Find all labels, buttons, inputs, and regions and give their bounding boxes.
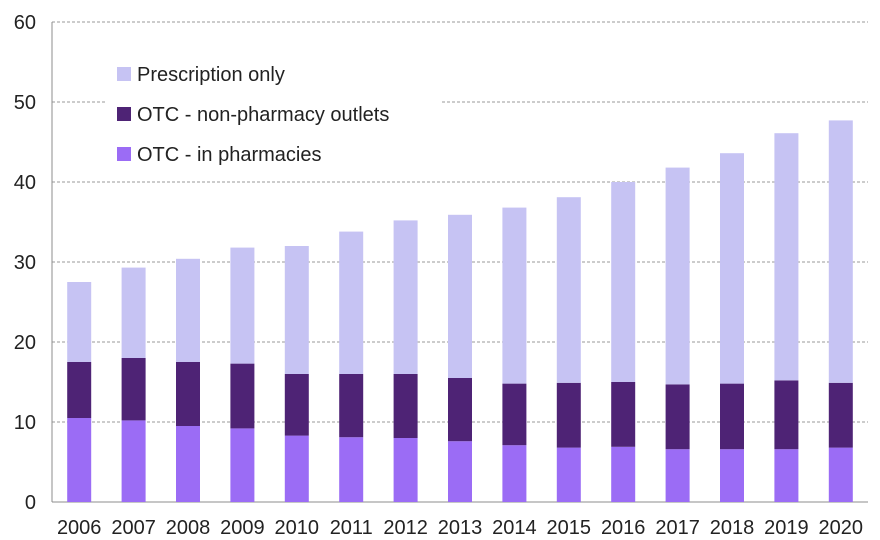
bar-2014-series-2 <box>502 207 527 384</box>
bar-2019-series-2 <box>774 133 799 381</box>
y-tick-label: 60 <box>14 12 36 34</box>
legend-swatch <box>117 67 131 81</box>
bar-2020-series-1 <box>828 382 853 448</box>
bar-2020-series-2 <box>828 120 853 383</box>
bar-2013-series-0 <box>448 441 472 502</box>
bar-2017-series-1 <box>665 384 690 450</box>
bar-2006-series-1 <box>67 362 92 418</box>
bar-2009-series-0 <box>230 428 255 502</box>
y-tick-label: 30 <box>14 252 36 274</box>
legend-label: OTC - in pharmacies <box>137 144 322 166</box>
x-tick-label: 2015 <box>547 517 592 539</box>
bar-2012-series-1 <box>393 374 418 438</box>
bar-2007-series-2 <box>121 267 146 358</box>
x-tick-label: 2011 <box>330 517 373 539</box>
y-tick-label: 0 <box>25 492 36 514</box>
bar-2008-series-2 <box>176 258 200 362</box>
bar-2015-series-0 <box>556 447 581 502</box>
bar-2007-series-0 <box>121 420 146 502</box>
x-tick-label: 2010 <box>275 517 320 539</box>
bar-2010-series-1 <box>284 374 309 436</box>
bar-2017-series-2 <box>665 167 690 385</box>
bar-2008-series-1 <box>176 362 200 426</box>
bar-2012-series-2 <box>393 220 418 374</box>
bar-2010-series-2 <box>284 246 309 374</box>
x-tick-label: 2007 <box>111 517 156 539</box>
bar-2020-series-0 <box>828 447 853 502</box>
bar-2018-series-1 <box>720 383 744 450</box>
bar-2006-series-0 <box>67 418 92 502</box>
legend-swatch <box>117 147 131 161</box>
bar-2018-series-0 <box>720 449 744 502</box>
bar-2015-series-2 <box>556 197 581 383</box>
bar-2017-series-0 <box>665 449 690 502</box>
x-tick-label: 2009 <box>220 517 265 539</box>
bar-2015-series-1 <box>556 382 581 448</box>
bar-2016-series-1 <box>611 382 636 447</box>
legend-label: Prescription only <box>137 64 285 86</box>
bar-2006-series-2 <box>67 282 92 362</box>
bar-2016-series-0 <box>611 446 636 502</box>
bar-2007-series-1 <box>121 358 146 421</box>
x-tick-label: 2006 <box>57 517 102 539</box>
y-axis-tick-labels: 0 10 20 30 40 50 60 <box>14 12 36 514</box>
x-tick-label: 2008 <box>166 517 211 539</box>
y-tick-label: 40 <box>14 172 36 194</box>
y-tick-label: 10 <box>14 412 36 434</box>
bar-2009-series-2 <box>230 247 255 364</box>
legend-label: OTC - non-pharmacy outlets <box>137 104 389 126</box>
y-tick-label: 50 <box>14 92 36 114</box>
bar-2011-series-2 <box>339 231 364 374</box>
y-tick-label: 20 <box>14 332 36 354</box>
bar-2019-series-1 <box>774 380 799 450</box>
x-tick-label: 2016 <box>601 517 646 539</box>
x-tick-label: 2017 <box>655 517 700 539</box>
x-axis-tick-labels: 2006 2007 2008 2009 2010 2011 2012 2013 2014 2015… <box>57 517 863 539</box>
bar-2010-series-0 <box>284 435 309 502</box>
bar-2018-series-2 <box>720 153 744 384</box>
bar-2011-series-0 <box>339 437 364 502</box>
bar-2011-series-1 <box>339 374 364 438</box>
legend-background <box>106 56 442 176</box>
bar-2014-series-0 <box>502 445 527 502</box>
x-tick-label: 2020 <box>819 517 864 539</box>
x-tick-label: 2018 <box>710 517 755 539</box>
bar-2013-series-2 <box>448 214 472 378</box>
x-tick-label: 2019 <box>764 517 809 539</box>
bar-2009-series-1 <box>230 363 255 429</box>
bars <box>67 120 853 502</box>
bar-2008-series-0 <box>176 426 200 502</box>
x-tick-label: 2014 <box>492 517 537 539</box>
x-tick-label: 2012 <box>383 517 428 539</box>
legend-swatch <box>117 107 131 121</box>
bar-2019-series-0 <box>774 449 799 502</box>
bar-2013-series-1 <box>448 378 472 442</box>
bar-2012-series-0 <box>393 438 418 502</box>
legend: Prescription only OTC - non-pharmacy outl… <box>106 56 442 176</box>
x-tick-label: 2013 <box>438 517 483 539</box>
bar-2016-series-2 <box>611 182 636 382</box>
bar-2014-series-1 <box>502 383 527 446</box>
